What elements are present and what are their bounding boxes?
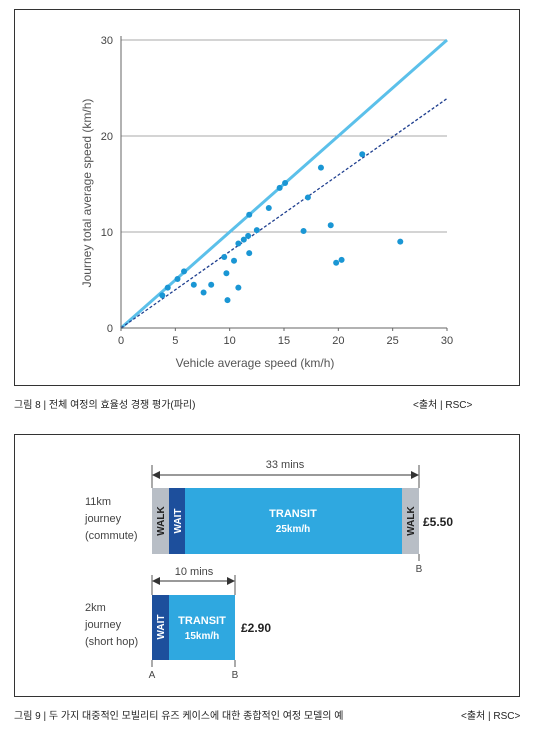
- x-axis-label: Vehicle average speed (km/h): [176, 356, 335, 370]
- x-tick-label-5: 5: [172, 335, 178, 347]
- data-point-17: [253, 227, 260, 234]
- data-point-15: [246, 250, 253, 257]
- axes: [120, 36, 448, 331]
- data-point-0: [159, 292, 166, 299]
- scatter-chart-panel: 0 10 20 30 0 5 10 15 20 25 30 Vehicle average spee…: [14, 9, 520, 386]
- journey-2-start-label: A: [149, 670, 156, 681]
- data-point-12: [235, 240, 242, 247]
- data-point-11: [235, 284, 242, 291]
- journey-1-wait-label: WAIT: [173, 509, 184, 534]
- data-point-20: [282, 180, 289, 187]
- data-point-3: [181, 268, 188, 275]
- journey-diagram: 11km journey (commute) 33 mins WALK WAIT…: [84, 459, 453, 681]
- data-point-27: [359, 151, 366, 158]
- data-point-6: [208, 281, 215, 288]
- journey-2-label-line-1: 2km: [85, 602, 106, 614]
- journey-2-wait-segment: [152, 595, 169, 660]
- data-point-18: [265, 205, 272, 211]
- data-point-14: [245, 232, 252, 239]
- trend-line: [120, 98, 448, 329]
- data-points: [159, 151, 404, 304]
- x-tick-label-25: 25: [387, 335, 399, 347]
- journey-model-panel: 11km journey (commute) 33 mins WALK WAIT…: [14, 434, 520, 697]
- journey-2-label-line-3: (short hop): [85, 636, 138, 648]
- journey-1-end-label: B: [416, 564, 423, 575]
- journey-2-price: £2.90: [241, 621, 271, 635]
- data-point-16: [246, 211, 253, 218]
- y-tick-label-20: 20: [101, 131, 113, 143]
- figure-9-source: <출처 | RSC>: [461, 711, 521, 722]
- data-point-21: [300, 228, 307, 235]
- data-point-25: [333, 259, 340, 266]
- journey-2-label-line-2: journey: [84, 619, 122, 631]
- data-point-9: [224, 297, 231, 304]
- figure-8-source: <출처 | RSC>: [413, 400, 473, 411]
- journey-1-label-line-1: 11km: [85, 496, 111, 508]
- grid-lines: [121, 39, 447, 233]
- data-point-24: [327, 222, 334, 229]
- journey-1-walk-segment-end: [402, 488, 419, 554]
- x-tick-label-20: 20: [332, 335, 344, 347]
- x-tick-label-15: 15: [278, 335, 290, 347]
- x-tick-label-10: 10: [224, 335, 236, 347]
- journey-2-wait-label: WAIT: [156, 615, 167, 640]
- x-tick-label-0: 0: [118, 335, 124, 347]
- data-point-10: [231, 257, 238, 264]
- data-point-19: [276, 184, 283, 191]
- y-tick-label-0: 0: [107, 323, 113, 335]
- y-axis-label: Journey total average speed (km/h): [80, 99, 94, 288]
- figure-8-caption: 그림 8 | 전체 여정의 효율성 경쟁 평가(파리): [14, 400, 196, 411]
- data-point-5: [200, 289, 207, 296]
- journey-1-label-line-2: journey: [84, 513, 122, 525]
- journey-1-label-line-3: (commute): [85, 530, 138, 542]
- journey-1-wait-segment: [169, 488, 185, 554]
- journey-1-walk-segment-start: [152, 488, 169, 554]
- data-point-8: [223, 270, 230, 277]
- scatter-chart: 0 10 20 30 0 5 10 15 20 25 30 Vehicle average spee…: [80, 35, 453, 370]
- journey-1-transit-segment: [185, 488, 402, 554]
- journey-1-transit-speed: 25km/h: [276, 524, 310, 535]
- journey-1-span-label: 33 mins: [266, 459, 305, 471]
- tick-labels: 0 10 20 30 0 5 10 15 20 25 30: [101, 35, 453, 347]
- figure-9-caption: 그림 9 | 두 가지 대중적인 모빌리티 유즈 케이스에 대한 종합적인 여정…: [14, 711, 344, 722]
- journey-1-walk-label-start: WALK: [156, 506, 167, 536]
- data-point-13: [240, 236, 247, 243]
- x-tick-label-30: 30: [441, 335, 453, 347]
- data-point-28: [397, 238, 404, 245]
- data-point-2: [174, 276, 181, 283]
- journey-2-span-label: 10 mins: [175, 566, 214, 578]
- journey-1-price: £5.50: [423, 515, 453, 529]
- journey-2-transit-label: TRANSIT: [178, 615, 226, 627]
- journey-1-transit-label: TRANSIT: [269, 508, 317, 520]
- journey-1-walk-label-end: WALK: [406, 506, 417, 536]
- data-point-23: [317, 164, 324, 171]
- journey-2-transit-segment: [169, 595, 235, 660]
- data-point-1: [164, 284, 171, 291]
- y-tick-label-10: 10: [101, 227, 113, 239]
- data-point-7: [221, 253, 228, 260]
- data-point-26: [338, 256, 345, 263]
- data-point-22: [304, 194, 311, 201]
- y-tick-label-30: 30: [101, 35, 113, 47]
- journey-2-end-label: B: [232, 670, 239, 681]
- journey-2-transit-speed: 15km/h: [185, 631, 219, 642]
- data-point-4: [190, 281, 197, 288]
